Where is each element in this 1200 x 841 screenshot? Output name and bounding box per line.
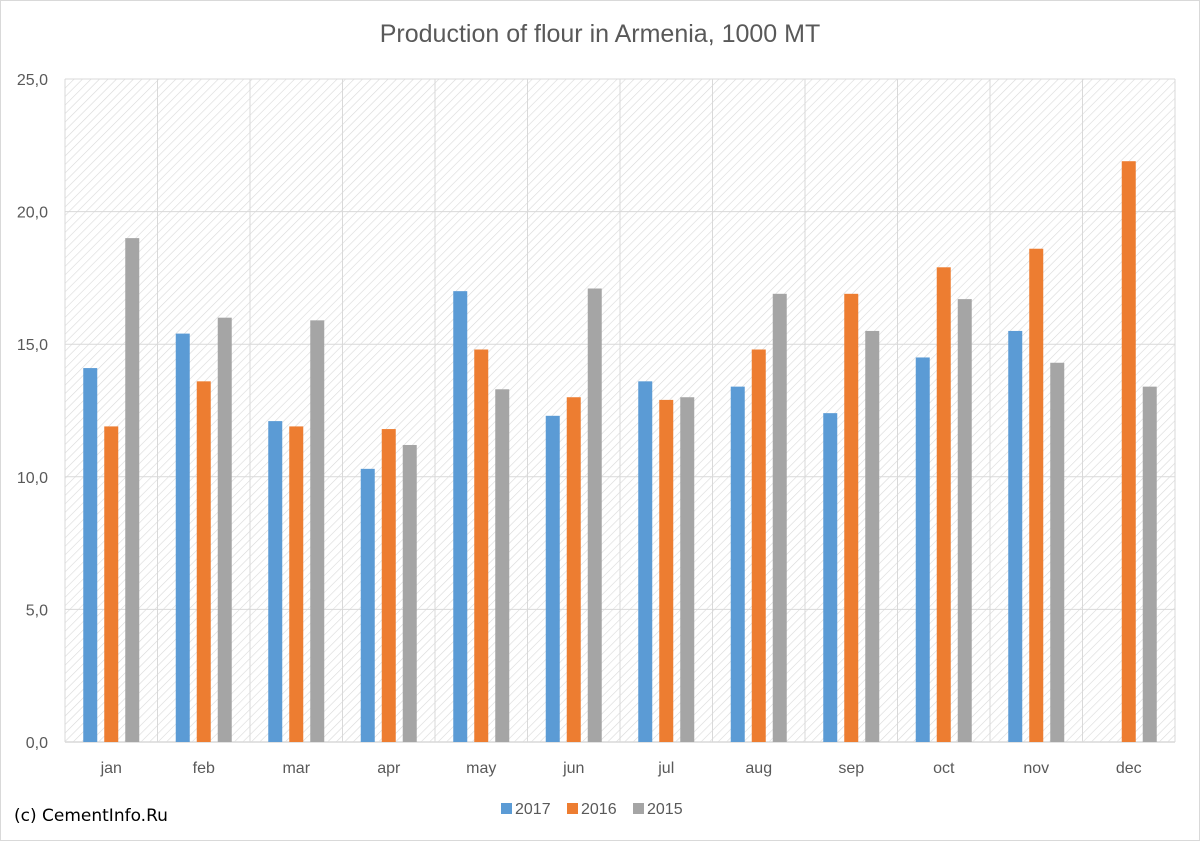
bar-2017-may	[453, 291, 468, 742]
bar-2017-aug	[730, 386, 745, 742]
legend-swatch-2015	[633, 803, 644, 814]
bar-2015-jun	[587, 288, 602, 742]
y-tick-label: 5,0	[26, 602, 48, 619]
x-tick-label: feb	[193, 760, 215, 777]
legend-swatch-2017	[501, 803, 512, 814]
bar-2015-dec	[1142, 386, 1157, 742]
bar-2015-apr	[402, 444, 417, 742]
bar-2017-jul	[638, 381, 653, 742]
x-tick-label: sep	[838, 760, 864, 777]
x-tick-label: apr	[377, 760, 401, 777]
x-tick-label: dec	[1116, 760, 1142, 777]
x-tick-label: aug	[745, 760, 772, 777]
y-tick-label: 20,0	[17, 205, 48, 222]
credit-text: (c) CementInfo.Ru	[14, 806, 168, 826]
bar-2016-oct	[936, 267, 951, 742]
bar-2015-feb	[217, 317, 232, 742]
legend-label-2015: 2015	[647, 801, 683, 818]
x-tick-label: jan	[100, 760, 122, 777]
bar-2016-jun	[566, 397, 581, 742]
x-tick-label: nov	[1023, 760, 1049, 777]
legend-swatch-2016	[567, 803, 578, 814]
legend-label-2017: 2017	[515, 801, 551, 818]
bar-2016-nov	[1029, 248, 1044, 742]
bar-2015-jul	[680, 397, 695, 742]
x-tick-label: oct	[933, 760, 955, 777]
bar-2016-aug	[751, 349, 766, 742]
y-tick-label: 15,0	[17, 337, 48, 354]
bar-2015-jan	[125, 238, 140, 742]
y-tick-label: 10,0	[17, 470, 48, 487]
bar-2016-sep	[844, 293, 859, 742]
bar-2017-jan	[83, 368, 98, 742]
bar-2016-dec	[1121, 161, 1136, 742]
bar-2016-jul	[659, 399, 674, 742]
bar-2016-apr	[381, 429, 396, 742]
x-tick-label: jul	[657, 760, 674, 777]
bar-2017-apr	[360, 468, 375, 742]
x-tick-label: jun	[562, 760, 584, 777]
x-tick-label: mar	[282, 760, 310, 777]
bar-2015-oct	[957, 299, 972, 742]
bar-2015-nov	[1050, 362, 1065, 742]
bar-2015-aug	[772, 293, 787, 742]
chart-title: Production of flour in Armenia, 1000 MT	[379, 20, 821, 48]
bar-2016-may	[474, 349, 489, 742]
x-tick-label: may	[466, 760, 496, 777]
bar-2015-mar	[310, 320, 325, 742]
y-tick-label: 0,0	[26, 735, 48, 752]
bar-2016-mar	[289, 426, 304, 742]
bar-2017-jun	[545, 415, 560, 742]
legend-label-2016: 2016	[581, 801, 617, 818]
bar-2017-mar	[268, 421, 283, 742]
bar-2015-may	[495, 389, 510, 742]
bar-2016-jan	[104, 426, 119, 742]
bar-2016-feb	[196, 381, 211, 742]
y-tick-label: 25,0	[17, 72, 48, 89]
bar-2017-oct	[915, 357, 930, 742]
bar-2015-sep	[865, 330, 880, 742]
bar-2017-sep	[823, 413, 838, 742]
bar-2017-nov	[1008, 330, 1023, 742]
bar-2017-feb	[175, 333, 190, 742]
